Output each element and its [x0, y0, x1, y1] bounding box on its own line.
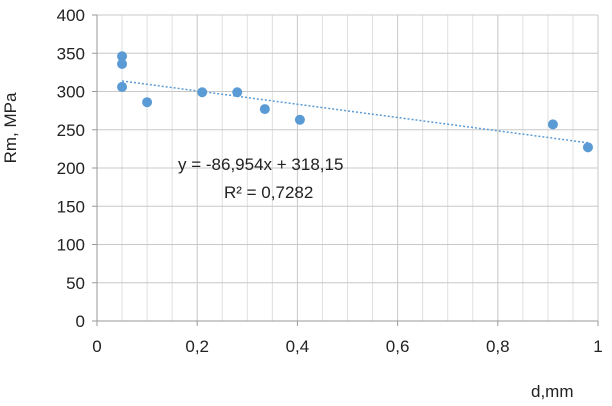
trendline-group — [121, 80, 589, 144]
x-tick-label: 0,6 — [386, 337, 410, 356]
y-tick-label: 150 — [57, 197, 85, 216]
y-axis-title: Rm, MPa — [1, 92, 20, 163]
y-tick-labels: 0 50 100 150 200 250 300 350 400 — [57, 6, 85, 331]
data-point — [547, 119, 558, 130]
data-point — [117, 81, 128, 92]
axes — [92, 14, 599, 326]
trendline-equation: y = -86,954x + 318,15 — [178, 155, 343, 174]
y-tick-label: 350 — [57, 44, 85, 63]
y-tick-label: 100 — [57, 236, 85, 255]
data-point — [259, 104, 270, 115]
x-tick-label: 0,8 — [486, 337, 510, 356]
data-point — [117, 51, 128, 62]
y-tick-label: 200 — [57, 159, 85, 178]
x-tick-label: 1 — [593, 337, 602, 356]
data-points — [117, 51, 593, 153]
y-tick-label: 50 — [66, 274, 85, 293]
x-tick-labels: 0 0,2 0,4 0,6 0,8 1 — [92, 337, 602, 356]
data-point — [294, 114, 305, 125]
x-axis-title: d,mm — [531, 382, 574, 401]
y-tick-label: 300 — [57, 83, 85, 102]
x-tick-label: 0 — [92, 337, 101, 356]
data-point — [142, 97, 153, 108]
x-tick-label: 0,2 — [185, 337, 209, 356]
x-tick-label: 0,4 — [286, 337, 310, 356]
data-point — [232, 87, 243, 98]
linear-trendline — [121, 80, 589, 144]
y-tick-label: 0 — [76, 312, 85, 331]
y-tick-label: 400 — [57, 6, 85, 25]
trendline-r-squared: R² = 0,7282 — [224, 183, 313, 202]
y-tick-label: 250 — [57, 121, 85, 140]
data-point — [582, 142, 593, 153]
data-point — [117, 58, 128, 69]
data-point — [197, 87, 208, 98]
